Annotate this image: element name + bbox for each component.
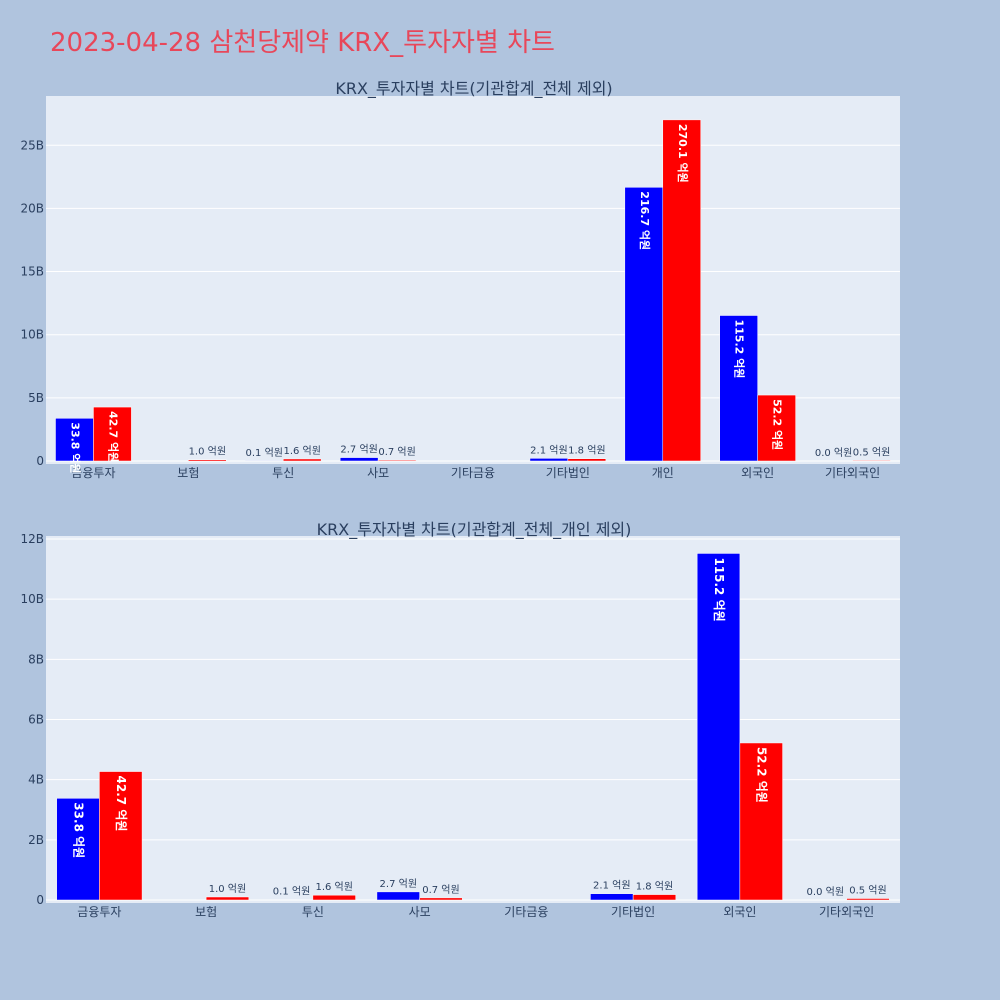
bar — [757, 394, 796, 462]
y-tick-label: 0 — [36, 454, 44, 468]
x-tick-label: 금융투자 — [77, 905, 121, 919]
data-label: 33.8 억원 — [72, 802, 86, 858]
data-label: 0.0 억원 — [815, 447, 852, 459]
bar — [624, 187, 664, 462]
x-tick-label: 개인 — [652, 466, 674, 480]
x-tick-label: 기타외국인 — [819, 905, 874, 919]
data-label: 1.6 억원 — [283, 445, 320, 457]
chart-title-1: KRX_투자자별 차트(기관합계_전체 제외) — [335, 79, 612, 99]
data-label: 52.2 억원 — [771, 399, 785, 450]
data-label: 0.5 억원 — [849, 884, 886, 896]
data-label: 1.8 억원 — [568, 445, 605, 457]
data-label: 42.7 억원 — [114, 776, 128, 832]
data-label: 1.0 억원 — [209, 883, 246, 895]
bar — [55, 418, 94, 462]
y-tick-label: 20B — [20, 201, 44, 215]
page-title: 2023-04-28 삼천당제약 KRX_투자자별 차트 — [50, 28, 555, 58]
y-tick-label: 10B — [20, 592, 44, 606]
x-tick-label: 기타금융 — [451, 466, 495, 480]
bar — [205, 896, 250, 901]
bar — [719, 315, 758, 462]
x-tick-label: 보험 — [195, 905, 217, 919]
data-label: 0.7 억원 — [422, 884, 459, 896]
bar — [93, 406, 132, 462]
bar — [188, 459, 227, 462]
data-label: 0.1 억원 — [273, 886, 310, 898]
bar — [739, 742, 783, 901]
x-tick-label: 금융투자 — [71, 466, 115, 480]
y-tick-label: 12B — [20, 532, 44, 546]
bar — [852, 460, 891, 462]
bar — [590, 893, 634, 901]
data-label: 2.1 억원 — [530, 444, 567, 456]
y-tick-label: 2B — [28, 833, 44, 847]
bar — [567, 458, 607, 462]
x-tick-label: 기타법인 — [546, 466, 590, 480]
bar — [377, 459, 417, 462]
data-label: 2.1 억원 — [593, 880, 630, 892]
bar — [99, 771, 143, 901]
bar — [312, 894, 356, 901]
x-tick-label: 외국인 — [723, 905, 756, 919]
bar — [662, 119, 701, 462]
bar — [696, 553, 741, 901]
y-tick-label: 15B — [20, 265, 44, 279]
y-tick-label: 8B — [28, 652, 44, 666]
data-label: 1.8 억원 — [636, 881, 673, 893]
y-tick-label: 10B — [20, 328, 44, 342]
data-label: 1.0 억원 — [189, 446, 226, 458]
y-tick-label: 0 — [36, 893, 44, 907]
y-tick-label: 25B — [20, 138, 44, 152]
data-label: 33.8 억원 — [68, 422, 82, 473]
data-label: 270.1 억원 — [676, 124, 690, 183]
y-tick-label: 5B — [28, 391, 44, 405]
x-tick-label: 외국인 — [741, 466, 774, 480]
data-label: 2.7 억원 — [380, 878, 417, 890]
bar — [632, 894, 677, 901]
data-label: 0.1 억원 — [246, 447, 283, 459]
x-tick-label: 기타법인 — [611, 905, 655, 919]
data-label: 115.2 억원 — [733, 320, 747, 379]
y-tick-label: 6B — [28, 713, 44, 727]
y-tick-label: 4B — [28, 773, 44, 787]
x-tick-label: 투신 — [302, 905, 324, 919]
data-label: 0.0 억원 — [807, 886, 844, 898]
data-label: 1.6 억원 — [315, 881, 352, 893]
data-label: 115.2 억원 — [712, 557, 726, 621]
x-tick-label: 기타금융 — [504, 905, 548, 919]
bar — [56, 798, 100, 901]
x-tick-label: 사모 — [367, 466, 389, 480]
x-tick-label: 투신 — [272, 466, 294, 480]
bar — [846, 898, 890, 901]
data-label: 42.7 억원 — [106, 411, 120, 462]
bar — [376, 891, 420, 901]
x-tick-label: 사모 — [409, 905, 431, 919]
bar — [282, 458, 322, 462]
data-label: 216.7 억원 — [638, 191, 652, 250]
data-label: 0.7 억원 — [378, 446, 415, 458]
bar — [339, 457, 379, 462]
data-label: 52.2 억원 — [755, 747, 769, 803]
chart-title-2: KRX_투자자별 차트(기관합계_전체_개인 제외) — [317, 520, 632, 540]
bar — [419, 897, 463, 901]
x-tick-label: 보험 — [177, 466, 199, 480]
data-label: 0.5 억원 — [853, 446, 890, 458]
data-label: 2.7 억원 — [340, 444, 377, 456]
bar — [529, 458, 569, 462]
x-tick-label: 기타외국인 — [825, 466, 880, 480]
